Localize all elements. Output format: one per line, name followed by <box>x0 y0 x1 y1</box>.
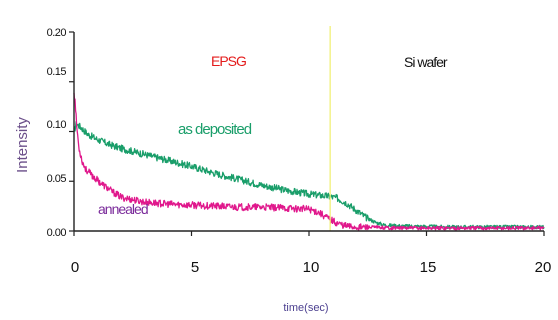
tick-layer <box>69 31 545 236</box>
x-tick-label-4: 20 <box>535 259 552 276</box>
y-tick-label-3: 0.15 <box>47 66 67 78</box>
y-tick-label-0: 0.00 <box>47 227 67 239</box>
y-tick-label-1: 0.05 <box>47 173 67 185</box>
annotation-annealed: annealed <box>98 201 148 217</box>
x-tick-label-3: 15 <box>420 259 437 276</box>
series-layer <box>73 92 545 232</box>
y-tick-label-4: 0.20 <box>47 27 67 39</box>
annotation-si-wafer: Si wafer <box>404 54 448 70</box>
annotation-epsg: EPSG <box>211 53 246 69</box>
x-tick-label-0: 0 <box>71 259 79 276</box>
y-tick-label-2: 0.10 <box>47 119 67 131</box>
annotation-as-deposited: as deposited <box>178 121 252 138</box>
x-tick-label-2: 10 <box>303 259 320 276</box>
x-tick-label-1: 5 <box>191 259 199 276</box>
y-axis-label: Intensity <box>14 117 31 173</box>
x-axis-label: time(sec) <box>283 302 328 314</box>
series-line-annealed <box>73 92 545 232</box>
